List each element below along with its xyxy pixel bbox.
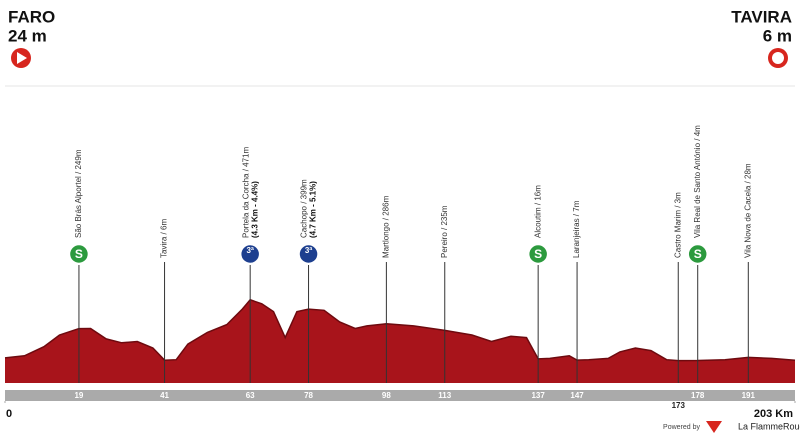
waypoint-label: Alcoutim / 16m	[533, 185, 542, 238]
waypoint-icon-label: S	[694, 247, 702, 261]
waypoint-detail: (4.3 Km - 4.4%)	[250, 181, 259, 238]
km-label: 113	[438, 391, 451, 400]
km-label: 191	[742, 391, 756, 400]
waypoint-icon	[239, 243, 261, 265]
footer-prefix: Powered by	[663, 424, 700, 431]
waypoint-label: Vila Nova de Cacela / 28m	[743, 163, 752, 258]
km-label: 147	[570, 391, 584, 400]
x-tick-label: 203 Km	[754, 408, 793, 420]
footer-brand: La FlammeRouge	[738, 421, 800, 431]
waypoint-detail: (4.7 Km - 5.1%)	[309, 181, 318, 238]
waypoint-label: Martlongo / 286m	[381, 195, 390, 258]
km-label: 19	[74, 391, 83, 400]
km-label: 137	[531, 391, 545, 400]
km-label: 178	[691, 391, 705, 400]
start-name: FARO	[8, 7, 55, 26]
elevation-area	[5, 299, 795, 383]
km-label-below: 173	[672, 401, 686, 410]
finish-elevation: 6 m	[763, 26, 792, 45]
start-arrow	[17, 52, 27, 64]
km-label: 63	[246, 391, 255, 400]
elevation-edge	[4, 298, 796, 362]
waypoint-icon-label: 3ª	[305, 246, 312, 255]
waypoint-icon	[68, 243, 90, 265]
waypoint-icon	[687, 243, 708, 265]
waypoint-label: Castro Marim / 3m	[673, 192, 682, 258]
waypoint-icon	[527, 243, 549, 265]
km-bar	[5, 390, 795, 401]
waypoint-icon-label: S	[75, 247, 83, 261]
finish-flag	[772, 52, 784, 64]
waypoint-label: Vila Real de Santo António / 4m	[693, 125, 702, 238]
waypoint-label: Portela da Corcha / 471m	[241, 147, 250, 238]
finish-name: TAVIRA	[731, 7, 792, 26]
waypoint-icon-label: S	[534, 247, 542, 261]
waypoint-icon	[298, 243, 319, 265]
waypoint-label: Laranjeiras / 7m	[572, 200, 581, 258]
km-label: 41	[160, 391, 169, 400]
km-label: 98	[382, 391, 391, 400]
waypoint-label: Cachopo / 399m	[300, 179, 309, 238]
waypoint-label: Tavira / 6m	[160, 219, 169, 258]
waypoint-icon-label: 3ª	[246, 246, 253, 255]
x-tick-label: 0	[6, 408, 12, 420]
footer-logo	[706, 421, 722, 433]
waypoint-label: Pereiro / 235m	[440, 205, 449, 258]
km-label: 78	[304, 391, 313, 400]
waypoint-label: São Brás Alportel / 249m	[74, 149, 83, 238]
start-elevation: 24 m	[8, 26, 47, 45]
